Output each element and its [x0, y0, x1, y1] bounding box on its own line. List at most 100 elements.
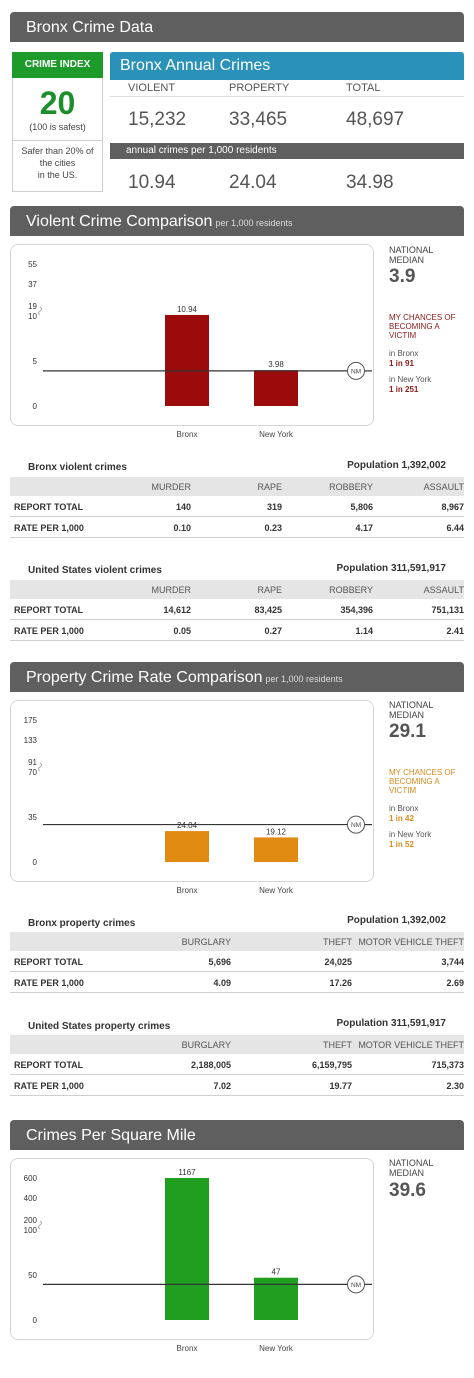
violent-chance-bronx-label: in Bronx [389, 349, 419, 358]
table-header-row: BURGLARY THEFT MOTOR VEHICLE THEFT [10, 1035, 464, 1054]
property-chances-line-2: BECOMING A [389, 777, 440, 786]
violent-chances-line-3: VICTIM [389, 331, 417, 340]
property-national-value: 29.1 [389, 721, 426, 742]
table-header-cell: BURGLARY [181, 937, 231, 947]
annual-property-rate: 24.04 [229, 172, 277, 193]
category-label: New York [259, 886, 294, 895]
table-cell: 5,696 [208, 957, 231, 967]
table-cell: 0.23 [264, 523, 282, 533]
y-tick-label: 175 [24, 716, 38, 725]
violent-national-value: 3.9 [389, 266, 416, 287]
property-national-label-2: MEDIAN [389, 710, 425, 720]
y-tick-label: 70 [28, 768, 37, 777]
table-cell: 7.02 [213, 1081, 231, 1091]
table-row-label: RATE PER 1,000 [14, 1081, 84, 1091]
bar-bronx [165, 1178, 209, 1320]
table-row-label: REPORT TOTAL [14, 957, 84, 967]
violent-section-subtitle: per 1,000 residents [215, 218, 293, 228]
table-cell: 319 [266, 502, 282, 512]
page-header: Bronx Crime Data [10, 12, 464, 42]
sqmile-national-label-2: MEDIAN [389, 1168, 425, 1178]
violent-chance-ny-value: 1 in 251 [389, 385, 419, 394]
violent-section-title: Violent Crime Comparison [26, 213, 213, 230]
y-tick-label: 35 [28, 813, 37, 822]
data-label: 10.94 [177, 305, 198, 314]
sqmile-national-value: 39.6 [389, 1180, 426, 1201]
us-property-population: Population 311,591,917 [336, 1018, 447, 1029]
nm-marker [347, 1275, 365, 1294]
table-header-row: MURDER RAPE ROBBERY ASSAULT [10, 580, 464, 599]
violent-chance-ny: in New York 1 in 251 [389, 375, 431, 395]
violent-chance-ny-label: in New York [389, 375, 432, 384]
property-section-title: Property Crime Rate Comparison [26, 669, 263, 686]
us-violent-table-title: United States violent crimes [28, 565, 162, 576]
y-tick-label: 37 [28, 280, 37, 289]
nm-marker [347, 815, 365, 834]
y-tick-label: 19 [28, 302, 37, 311]
nm-marker [347, 361, 365, 380]
table-row: RATE PER 1,000 0.05 0.27 1.14 2.41 [10, 620, 464, 641]
table-row-label: REPORT TOTAL [14, 502, 84, 512]
annual-col-violent: VIOLENT [128, 82, 176, 94]
property-chance-bronx-value: 1 in 42 [389, 814, 414, 823]
annual-divider [110, 96, 464, 97]
crime-index-comparison-2: the cities [39, 158, 76, 168]
table-header-cell: BURGLARY [181, 1040, 231, 1050]
category-label: New York [259, 1344, 294, 1353]
category-label: Bronx [177, 430, 198, 439]
bar-bronx [165, 314, 209, 406]
page-title: Bronx Crime Data [26, 19, 154, 36]
bronx-property-population: Population 1,392,002 [347, 915, 446, 926]
table-cell: 6.44 [446, 523, 464, 533]
table-row: RATE PER 1,000 0.10 0.23 4.17 6.44 [10, 517, 464, 538]
axis-break [38, 1220, 42, 1230]
table-cell: 2,188,005 [190, 1060, 231, 1070]
y-tick-label: 5 [33, 357, 38, 366]
y-tick-label: 91 [28, 758, 37, 767]
category-label: Bronx [177, 1344, 198, 1353]
table-cell: 354,396 [340, 605, 373, 615]
y-tick-label: 600 [24, 1174, 38, 1183]
table-row: RATE PER 1,000 7.02 19.77 2.30 [10, 1075, 464, 1096]
table-row-label: RATE PER 1,000 [14, 626, 84, 636]
property-chances-line-3: VICTIM [389, 786, 417, 795]
table-header-cell: ASSAULT [423, 585, 464, 595]
table-header-cell: MURDER [151, 585, 192, 595]
table-cell: 17.26 [329, 978, 352, 988]
data-label: 24.04 [177, 821, 198, 830]
table-header-cell: ROBBERY [329, 482, 373, 492]
y-tick-label: 100 [24, 1226, 38, 1235]
table-header-cell: THEFT [323, 937, 352, 947]
crime-index-box: CRIME INDEX 20 (100 is safest) Safer tha… [12, 52, 103, 192]
property-chance-bronx-label: in Bronx [389, 804, 419, 813]
y-tick-label: 50 [28, 1271, 37, 1280]
us-violent-population: Population 311,591,917 [336, 563, 447, 574]
annual-col-property: PROPERTY [229, 82, 290, 94]
property-chart-frame [10, 700, 374, 882]
annual-violent-rate: 10.94 [128, 172, 176, 193]
y-tick-label: 200 [24, 1216, 38, 1225]
table-header-cell: MOTOR VEHICLE THEFT [358, 1040, 464, 1050]
axis-break [38, 306, 42, 316]
data-label: 1167 [178, 1168, 196, 1177]
table-cell: 8,967 [441, 502, 464, 512]
table-row: REPORT TOTAL 14,612 83,425 354,396 751,131 [10, 599, 464, 620]
table-row: REPORT TOTAL 5,696 24,025 3,744 [10, 951, 464, 972]
table-row-label: REPORT TOTAL [14, 1060, 84, 1070]
table-header-row: BURGLARY THEFT MOTOR VEHICLE THEFT [10, 932, 464, 951]
table-header-cell: ROBBERY [329, 585, 373, 595]
sqmile-national-label-1: NATIONAL [389, 1158, 434, 1168]
table-cell: 0.10 [173, 523, 191, 533]
bronx-property-table-title: Bronx property crimes [28, 918, 136, 929]
property-chances-heading: MY CHANCES OF BECOMING A VICTIM [389, 768, 469, 795]
bronx-violent-population: Population 1,392,002 [347, 460, 446, 471]
violent-chance-bronx-value: 1 in 91 [389, 359, 414, 368]
crime-index-value: 20 [39, 85, 76, 121]
crime-index-divider [13, 140, 102, 141]
property-section-header: Property Crime Rate Comparison per 1,000 … [10, 662, 464, 692]
annual-violent-value: 15,232 [128, 109, 187, 130]
table-cell: 751,131 [431, 605, 464, 615]
data-label: 3.98 [268, 360, 284, 369]
